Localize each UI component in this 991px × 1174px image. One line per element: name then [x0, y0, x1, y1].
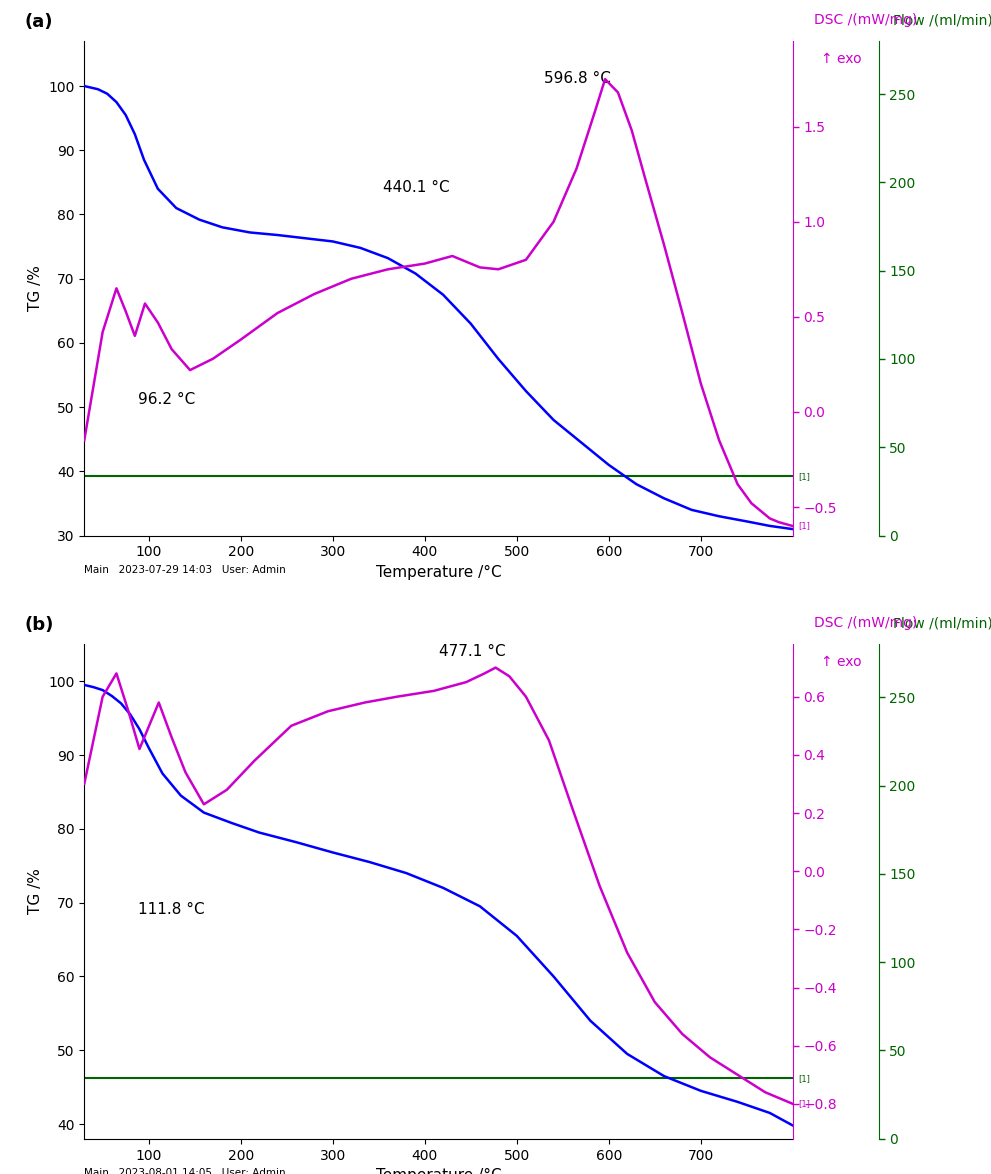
Text: [1]: [1]	[799, 521, 811, 531]
Text: DSC /(mW/mg): DSC /(mW/mg)	[814, 616, 917, 630]
Text: ↑ exo: ↑ exo	[821, 655, 861, 669]
Text: 96.2 °C: 96.2 °C	[138, 392, 195, 407]
Text: (a): (a)	[24, 13, 53, 32]
Text: Flow /(ml/min): Flow /(ml/min)	[893, 616, 991, 630]
Text: [1]: [1]	[799, 472, 811, 481]
Text: 111.8 °C: 111.8 °C	[138, 903, 204, 917]
Text: 596.8 °C: 596.8 °C	[544, 72, 611, 86]
Text: [1]: [1]	[799, 1099, 811, 1108]
Y-axis label: TG /%: TG /%	[28, 869, 43, 915]
Text: (b): (b)	[24, 616, 54, 634]
Y-axis label: TG /%: TG /%	[28, 265, 43, 311]
Text: ↑ exo: ↑ exo	[821, 52, 861, 66]
Text: Flow /(ml/min): Flow /(ml/min)	[893, 13, 991, 27]
Text: [1]: [1]	[799, 1074, 811, 1082]
Text: Main   2023-08-01 14:05   User: Admin: Main 2023-08-01 14:05 User: Admin	[84, 1168, 285, 1174]
X-axis label: Temperature /°C: Temperature /°C	[376, 1168, 501, 1174]
X-axis label: Temperature /°C: Temperature /°C	[376, 565, 501, 580]
Text: Main   2023-07-29 14:03   User: Admin: Main 2023-07-29 14:03 User: Admin	[84, 565, 286, 575]
Text: 440.1 °C: 440.1 °C	[384, 180, 450, 195]
Text: 477.1 °C: 477.1 °C	[439, 645, 505, 659]
Text: DSC /(mW/mg): DSC /(mW/mg)	[814, 13, 917, 27]
